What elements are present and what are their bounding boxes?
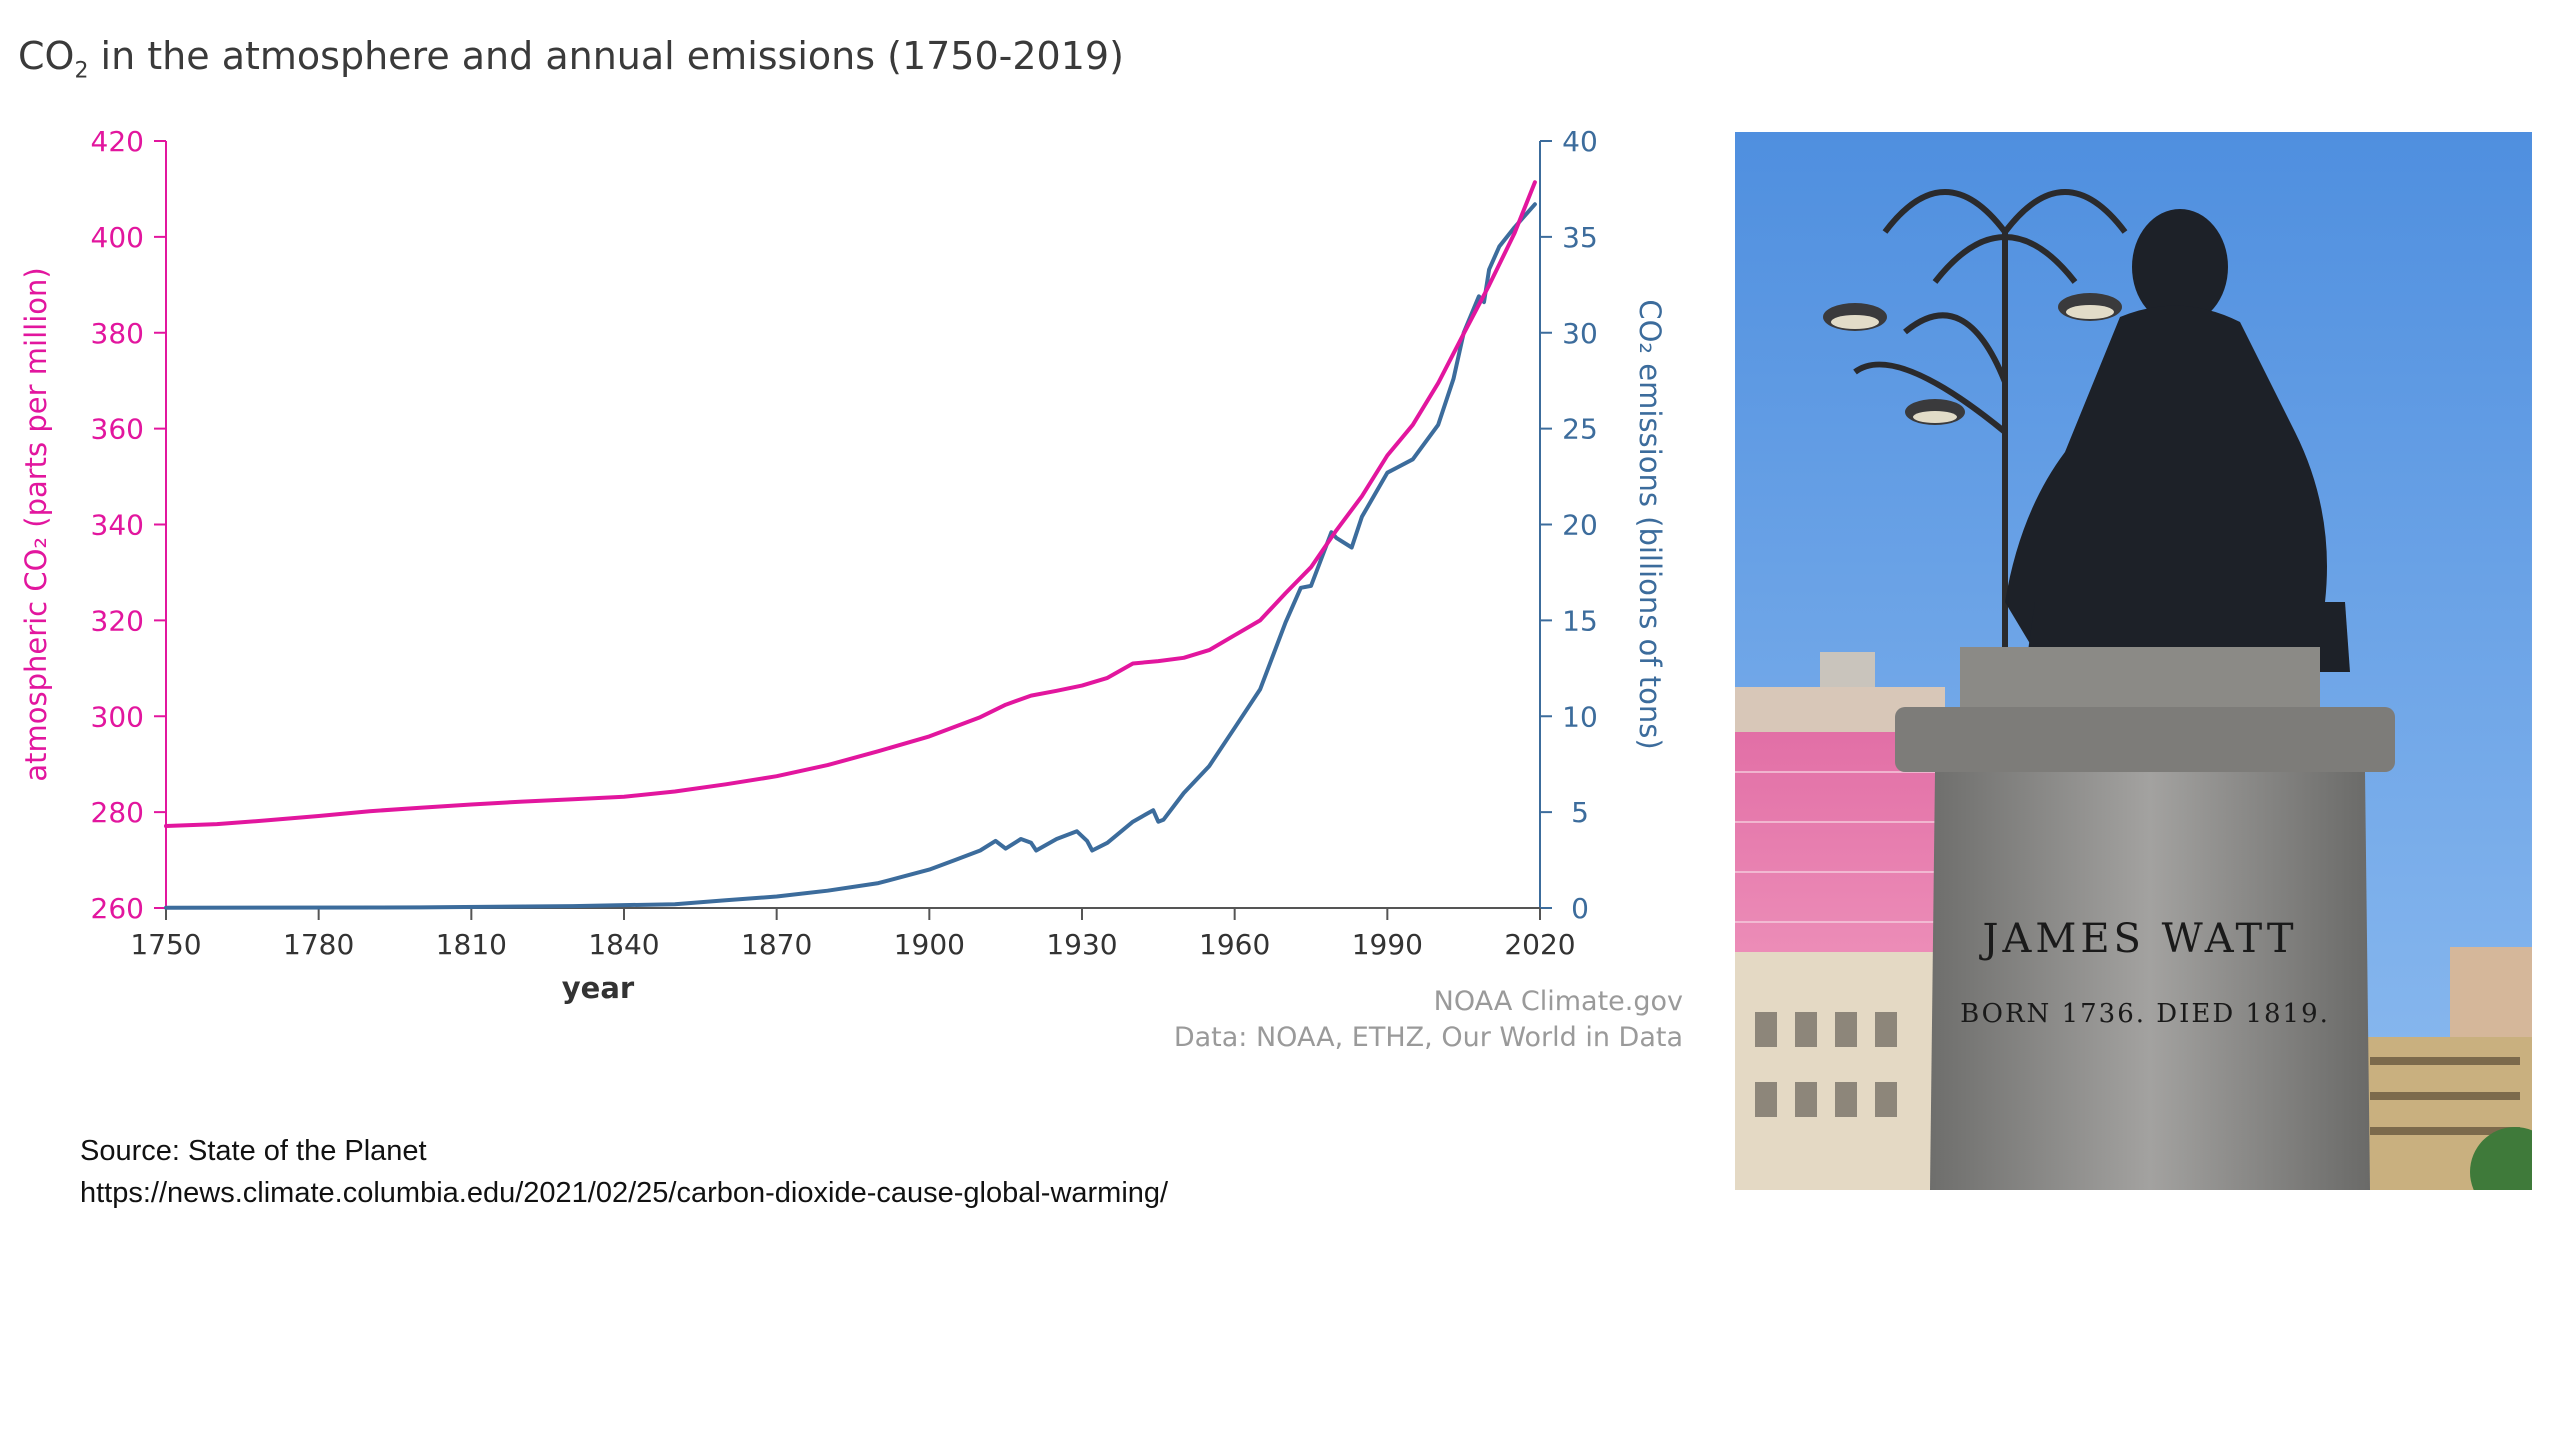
left-tick-label: 420: [91, 125, 144, 158]
x-tick-label: 1780: [283, 928, 354, 961]
left-tick-label: 340: [91, 509, 144, 542]
left-tick-label: 400: [91, 221, 144, 254]
co2-dual-axis-line-chart: 260 280 300 320 340 360 380 400 420 0 5 10 15 20 25 30 3…: [19, 125, 1683, 1053]
right-tick-label: 5: [1571, 796, 1589, 829]
plaque-name: JAMES WATT: [1978, 916, 2297, 962]
x-tick-label: 1990: [1352, 928, 1423, 961]
x-tick-label: 1750: [130, 928, 201, 961]
left-axis-label: atmospheric CO₂ (parts per million): [19, 267, 53, 781]
right-tick-label: 10: [1562, 700, 1598, 733]
right-tick-label: 25: [1562, 413, 1598, 446]
x-tick-label: 1960: [1199, 928, 1270, 961]
right-tick-label: 40: [1562, 125, 1598, 158]
left-tick-label: 320: [91, 604, 144, 637]
emissions-series-line: [164, 202, 1537, 910]
x-axis-label: year: [562, 971, 635, 1005]
atmospheric-co2-series-line: [164, 180, 1537, 828]
x-tick-label: 2020: [1504, 928, 1575, 961]
source-url[interactable]: https://news.climate.columbia.edu/2021/0…: [80, 1177, 1169, 1209]
source-line: Source: State of the Planet: [80, 1135, 427, 1167]
right-tick-label: 15: [1562, 604, 1598, 637]
right-tick-label: 30: [1562, 317, 1598, 350]
x-tick-label: 1810: [436, 928, 507, 961]
left-tick-label: 300: [91, 700, 144, 733]
pedestal-cap: [1960, 647, 2320, 707]
x-tick-label: 1870: [741, 928, 812, 961]
right-tick-label: 20: [1562, 509, 1598, 542]
right-axis-label: CO₂ emissions (billions of tons): [1633, 299, 1667, 749]
chart-title: CO2 in the atmosphere and annual emissio…: [18, 34, 1124, 84]
tree: [2470, 1127, 2532, 1190]
pedestal-column: [1930, 772, 2370, 1190]
left-tick-label: 280: [91, 796, 144, 829]
left-tick-label: 360: [91, 413, 144, 446]
james-watt-statue-photo: JAMES WATT BORN 1736. DIED 1819.: [1735, 132, 2532, 1190]
source-citation: Source: State of the Planet https://news…: [80, 1130, 1168, 1214]
x-tick-label: 1930: [1046, 928, 1117, 961]
plaque-dates: BORN 1736. DIED 1819.: [1960, 999, 2330, 1029]
stone-building: [1735, 952, 1950, 1190]
x-tick-label: 1840: [588, 928, 659, 961]
credit-noaa: NOAA Climate.gov: [1434, 986, 1683, 1017]
right-tick-label: 35: [1562, 221, 1598, 254]
right-tick-label: 0: [1571, 892, 1589, 925]
left-tick-label: 260: [91, 892, 144, 925]
credit-data-sources: Data: NOAA, ETHZ, Our World in Data: [1174, 1022, 1683, 1053]
left-tick-label: 380: [91, 317, 144, 350]
x-tick-label: 1900: [894, 928, 965, 961]
